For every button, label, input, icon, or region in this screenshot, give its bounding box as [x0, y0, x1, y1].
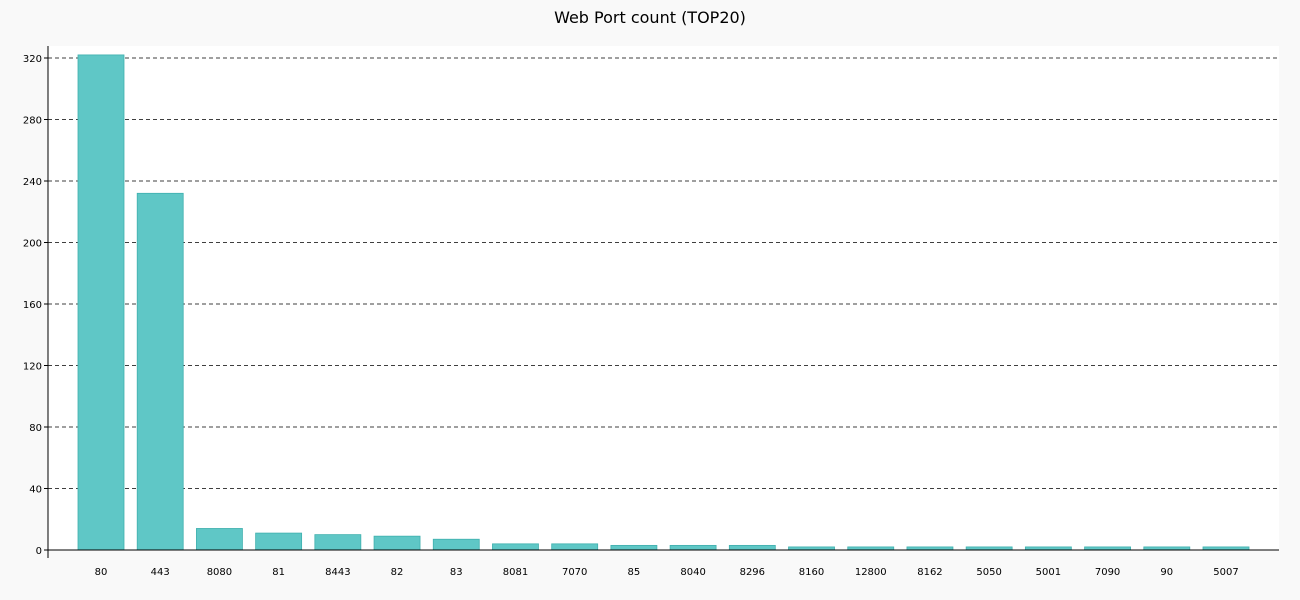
- y-tick-label: 80: [29, 423, 42, 434]
- x-tick-label: 82: [391, 567, 404, 578]
- bar: [669, 544, 717, 551]
- x-tick-label: 5050: [976, 567, 1001, 578]
- x-tick-label: 81: [272, 567, 285, 578]
- plot-area: [48, 46, 1279, 550]
- bar: [314, 534, 362, 551]
- y-tick-label: 40: [29, 485, 42, 496]
- x-tick-label: 7070: [562, 567, 587, 578]
- bar: [136, 192, 184, 551]
- x-tick-label: 8080: [207, 567, 232, 578]
- x-tick-label: 7090: [1095, 567, 1120, 578]
- x-tick-label: 12800: [855, 567, 887, 578]
- bar: [492, 543, 539, 551]
- x-tick-label: 8081: [503, 567, 528, 578]
- bar: [728, 544, 776, 551]
- bar: [255, 532, 303, 551]
- x-tick-label: 5007: [1213, 567, 1238, 578]
- y-tick-label: 320: [23, 54, 42, 65]
- x-tick-label: 80: [95, 567, 108, 578]
- x-tick-label: 8296: [740, 567, 765, 578]
- y-tick-label: 0: [36, 546, 42, 557]
- bar: [610, 544, 658, 551]
- bar: [196, 528, 243, 551]
- bar: [77, 54, 125, 551]
- y-ticks: 0 40 80 120 160 200 240 280 320: [23, 54, 48, 557]
- x-tick-label: 85: [628, 567, 641, 578]
- x-tick-label: 5001: [1036, 567, 1061, 578]
- y-tick-label: 160: [23, 300, 42, 311]
- chart-title: Web Port count (TOP20): [554, 8, 746, 27]
- bar: [551, 543, 599, 551]
- y-tick-label: 280: [23, 116, 42, 127]
- y-tick-label: 200: [23, 239, 42, 250]
- x-ticks: 80 443 8080 81 8443 82 83 8081 7070 85 8040 8296 816…: [95, 567, 1239, 578]
- x-tick-label: 83: [450, 567, 463, 578]
- y-tick-label: 240: [23, 177, 42, 188]
- x-tick-label: 90: [1160, 567, 1173, 578]
- x-tick-label: 443: [151, 567, 170, 578]
- y-tick-label: 120: [23, 362, 42, 373]
- x-tick-label: 8162: [917, 567, 942, 578]
- x-tick-label: 8040: [680, 567, 705, 578]
- x-tick-label: 8160: [799, 567, 824, 578]
- x-tick-label: 8443: [325, 567, 350, 578]
- grid-lines: [48, 57, 1279, 489]
- bar: [432, 538, 480, 551]
- bar: [373, 535, 421, 551]
